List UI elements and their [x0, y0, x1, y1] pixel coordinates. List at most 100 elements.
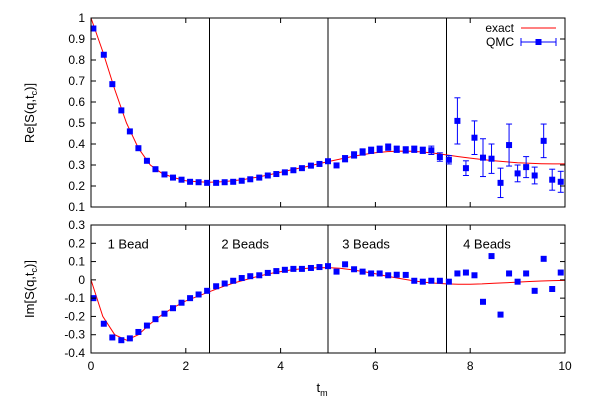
qmc-point — [316, 160, 323, 167]
legend-label-exact: exact — [485, 21, 514, 35]
qmc-point — [471, 134, 478, 141]
x-tick-label: 2 — [182, 359, 189, 373]
qmc-point — [281, 266, 288, 273]
qmc-point — [376, 146, 383, 153]
qmc-point — [143, 157, 150, 164]
qmc-point — [247, 176, 254, 183]
qmc-point — [479, 154, 486, 161]
qmc-point — [385, 144, 392, 151]
qmc-point — [549, 286, 556, 292]
y-tick-label: 0.1 — [68, 200, 85, 214]
qmc-point — [100, 51, 107, 58]
qmc-point — [316, 264, 323, 271]
qmc-point — [557, 269, 564, 276]
y-tick-label: 0.4 — [68, 137, 85, 151]
qmc-point — [100, 320, 107, 327]
qmc-point — [135, 328, 142, 335]
qmc-point — [213, 283, 220, 290]
x-tick-label: 6 — [372, 359, 379, 373]
qmc-point — [445, 278, 452, 285]
qmc-point — [273, 268, 280, 275]
qmc-point — [342, 261, 349, 268]
qmc-point — [428, 277, 435, 284]
qmc-point — [143, 322, 150, 329]
qmc-point — [118, 337, 125, 344]
y-tick-label: -0.2 — [64, 309, 85, 323]
qmc-point — [359, 268, 366, 275]
qmc-point — [256, 174, 263, 181]
qmc-point — [204, 179, 211, 186]
qmc-point — [393, 271, 400, 278]
qmc-point — [264, 269, 271, 276]
qmc-point — [557, 178, 564, 185]
qmc-point — [523, 270, 530, 277]
x-tick-label: 8 — [467, 359, 474, 373]
y-tick-label: 0.3 — [68, 158, 85, 172]
panel-re: 0.1 0.2 0.3 0.4 0.5 0.6 0.7 0.8 0.9 1 Re[S(q,tc)]… — [22, 11, 566, 214]
qmc-point — [436, 277, 443, 284]
qmc-point — [247, 273, 254, 280]
qmc-point — [325, 158, 331, 165]
y-tick-label: -0.1 — [64, 291, 85, 305]
qmc-point — [488, 155, 495, 162]
qmc-point — [523, 164, 530, 171]
qmc-point — [152, 166, 159, 173]
qmc-point — [126, 128, 133, 135]
qmc-point — [385, 272, 392, 279]
qmc-point — [419, 278, 426, 285]
qmc-point — [298, 265, 305, 272]
qmc-point — [488, 253, 495, 260]
qmc-point — [187, 178, 194, 185]
qmc-point — [333, 268, 340, 275]
qmc-point — [333, 162, 340, 169]
qmc-point — [540, 255, 547, 262]
qmc-point — [368, 270, 375, 277]
qmc-point — [454, 117, 461, 124]
qmc-point — [221, 280, 228, 287]
qmc-point — [402, 271, 409, 278]
qmc-point — [471, 272, 478, 279]
qmc-point — [195, 179, 202, 186]
qmc-point — [531, 172, 538, 179]
region-label: 4 Beads — [463, 236, 511, 251]
y-tick-label: 0.6 — [68, 95, 85, 109]
qmc-point — [497, 311, 504, 318]
qmc-point — [479, 298, 486, 305]
qmc-point — [298, 165, 305, 172]
qmc-point — [170, 174, 177, 181]
qmc-point — [281, 169, 288, 176]
qmc-point — [411, 277, 418, 284]
qmc-point — [290, 167, 297, 174]
x-tick-label: 0 — [88, 359, 95, 373]
region-label: 3 Beads — [342, 236, 390, 251]
y-tick-label: 0.2 — [68, 236, 85, 250]
legend: exact QMC — [485, 21, 557, 49]
qmc-point — [90, 25, 97, 32]
legend-label-qmc: QMC — [486, 35, 514, 49]
qmc-point — [221, 179, 228, 186]
qmc-point — [178, 299, 185, 306]
qmc-point — [204, 287, 211, 294]
qmc-point — [325, 263, 331, 270]
y-tick-label: 1 — [78, 11, 85, 25]
region-label: 2 Beads — [221, 236, 269, 251]
qmc-point — [514, 278, 521, 285]
qmc-point — [118, 107, 125, 114]
x-axis-label: tm — [316, 380, 327, 398]
qmc-point — [238, 275, 245, 282]
qmc-point — [411, 146, 418, 153]
y-tick-label: 0 — [78, 273, 85, 287]
plot-frame-re — [90, 17, 566, 208]
qmc-point — [109, 334, 116, 341]
qmc-point — [135, 145, 142, 152]
qmc-point — [273, 171, 280, 178]
qmc-point — [307, 162, 314, 169]
y-tick-label: -0.4 — [64, 346, 85, 360]
legend-swatch-qmc-marker — [535, 39, 542, 45]
qmc-point — [419, 147, 426, 154]
qmc-point — [187, 295, 194, 302]
qmc-point — [290, 265, 297, 272]
qmc-point — [506, 142, 513, 149]
region-label: 1 Bead — [108, 236, 149, 251]
